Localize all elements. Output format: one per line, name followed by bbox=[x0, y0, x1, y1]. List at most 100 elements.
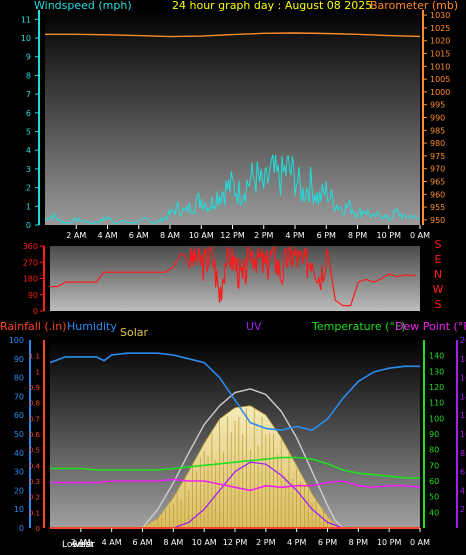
temperature-line bbox=[50, 456, 420, 479]
compass-label: S bbox=[435, 238, 442, 251]
windspeed-tick-label: 3 bbox=[26, 165, 31, 174]
temperature-tick-label: 40 bbox=[429, 508, 439, 517]
temperature-tick-label: 100 bbox=[429, 414, 444, 423]
barometer-tick-label: 990 bbox=[430, 114, 445, 123]
barometer-tick-label: 1010 bbox=[430, 62, 450, 71]
time-tick-label: 6 AM bbox=[132, 538, 152, 547]
uv-tick-label: 8 bbox=[460, 449, 465, 458]
barometer-tick-label: 970 bbox=[430, 165, 445, 174]
time-tick-label: 12 PM bbox=[223, 538, 248, 547]
temperature-tick-label: 80 bbox=[429, 446, 439, 455]
humidity-tick-label: 60 bbox=[14, 411, 24, 420]
legend-rainfall: Rainfall (.in) bbox=[0, 320, 67, 333]
windspeed-tick-label: 2 bbox=[26, 184, 31, 193]
solar-max-line bbox=[141, 388, 344, 529]
compass-label: E bbox=[435, 253, 442, 266]
direction-tick-label: 180 bbox=[23, 275, 38, 284]
windspeed-tick-label: 0 bbox=[26, 221, 31, 230]
direction-plot-area bbox=[50, 246, 420, 311]
time-tick-label: 4 AM bbox=[102, 538, 122, 547]
rainfall-tick-label: 0.7 bbox=[29, 415, 40, 423]
windspeed-tick-label: 11 bbox=[21, 15, 31, 24]
time-tick-label: 12 PM bbox=[220, 231, 245, 240]
rainfall-tick-label: 0.4 bbox=[29, 462, 41, 470]
time-tick-label: 6 AM bbox=[129, 231, 149, 240]
time-tick-label: 2 AM bbox=[66, 231, 86, 240]
uv-line bbox=[173, 461, 344, 529]
humidity-tick-label: 0 bbox=[19, 524, 24, 533]
lowest-label: Lowest bbox=[62, 540, 94, 550]
uv-tick-label: 2 bbox=[460, 505, 465, 514]
rainfall-tick-label: 0.1 bbox=[29, 509, 40, 517]
time-tick-label: 10 AM bbox=[189, 231, 214, 240]
barometer-tick-label: 1005 bbox=[430, 75, 450, 84]
temperature-tick-label: 70 bbox=[429, 461, 439, 470]
temperature-tick-label: 90 bbox=[429, 430, 439, 439]
direction-tick-label: 360 bbox=[23, 242, 38, 251]
uv-tick-label: 20 bbox=[460, 336, 466, 345]
time-tick-label: 8 PM bbox=[349, 538, 368, 547]
windspeed-tick-label: 8 bbox=[26, 71, 31, 80]
rainfall-tick-label: 0.9 bbox=[29, 384, 40, 392]
time-tick-label: 4 PM bbox=[285, 231, 304, 240]
barometer-tick-label: 975 bbox=[430, 152, 445, 161]
temperature-tick-label: 120 bbox=[429, 383, 444, 392]
humidity-tick-label: 70 bbox=[14, 392, 24, 401]
uv-tick-label: 14 bbox=[460, 392, 466, 401]
windspeed-tick-label: 7 bbox=[26, 90, 31, 99]
time-tick-label: 4 PM bbox=[287, 538, 306, 547]
time-tick-label: 0 AM bbox=[410, 538, 430, 547]
humidity-tick-label: 90 bbox=[14, 355, 24, 364]
time-tick-label: 10 AM bbox=[192, 538, 217, 547]
time-tick-label: 0 AM bbox=[410, 231, 430, 240]
barometer-tick-label: 1030 bbox=[430, 11, 450, 20]
solar-label: Solar bbox=[72, 540, 95, 550]
rainfall-tick-label: 0.3 bbox=[29, 478, 40, 486]
humidity-tick-label: 30 bbox=[14, 468, 24, 477]
time-tick-label: 8 AM bbox=[160, 231, 180, 240]
graph-title: 24 hour graph day : August 08 2025 bbox=[172, 0, 373, 12]
time-tick-label: 10 PM bbox=[377, 231, 402, 240]
wind-direction-line bbox=[50, 246, 417, 307]
barometer-line bbox=[45, 32, 421, 38]
windspeed-tick-label: 6 bbox=[26, 109, 31, 118]
windspeed-tick-label: 1 bbox=[26, 202, 31, 211]
time-tick-label: 6 PM bbox=[318, 538, 337, 547]
barometer-tick-label: 950 bbox=[430, 216, 445, 225]
uv-tick-label: 16 bbox=[460, 374, 466, 383]
barometer-tick-label: 1020 bbox=[430, 37, 450, 46]
humidity-tick-label: 40 bbox=[14, 449, 24, 458]
direction-tick-label: 0 bbox=[33, 307, 38, 316]
rainfall-tick-label: 0.5 bbox=[29, 447, 40, 455]
time-tick-label: 2 AM bbox=[71, 538, 91, 547]
temperature-tick-label: 110 bbox=[429, 399, 444, 408]
time-tick-label: 8 AM bbox=[163, 538, 183, 547]
legend-solar: Solar bbox=[120, 326, 149, 339]
rainfall-tick-label: 1 bbox=[36, 368, 40, 376]
time-tick-label: 4 AM bbox=[97, 231, 117, 240]
rainfall-tick-label: 1.1 bbox=[29, 353, 40, 361]
barometer-tick-label: 955 bbox=[430, 203, 445, 212]
barometer-tick-label: 1000 bbox=[430, 88, 450, 97]
barometer-tick-label: 980 bbox=[430, 139, 445, 148]
barometer-axis-title: Barometer (mb) bbox=[370, 0, 459, 12]
humidity-tick-label: 50 bbox=[14, 430, 24, 439]
uv-tick-label: 12 bbox=[460, 411, 466, 420]
time-tick-label: 2 PM bbox=[256, 538, 275, 547]
time-tick-label: 10 PM bbox=[377, 538, 402, 547]
windspeed-tick-label: 5 bbox=[26, 128, 31, 137]
legend-humidity: Humidity bbox=[67, 320, 117, 333]
humidity-tick-label: 80 bbox=[14, 374, 24, 383]
windspeed-plot-area bbox=[45, 10, 420, 225]
temperature-tick-label: 140 bbox=[429, 352, 444, 361]
temperature-tick-label: 60 bbox=[429, 477, 439, 486]
windspeed-tick-label: 9 bbox=[26, 53, 31, 62]
compass-label: S bbox=[435, 298, 442, 311]
compass-label: W bbox=[433, 283, 444, 296]
compass-label: N bbox=[434, 268, 442, 281]
direction-tick-label: 270 bbox=[23, 258, 38, 267]
direction-tick-label: 90 bbox=[28, 291, 38, 300]
barometer-tick-label: 960 bbox=[430, 190, 445, 199]
rainfall-tick-label: 0.2 bbox=[29, 494, 40, 502]
uv-tick-label: 6 bbox=[460, 468, 465, 477]
